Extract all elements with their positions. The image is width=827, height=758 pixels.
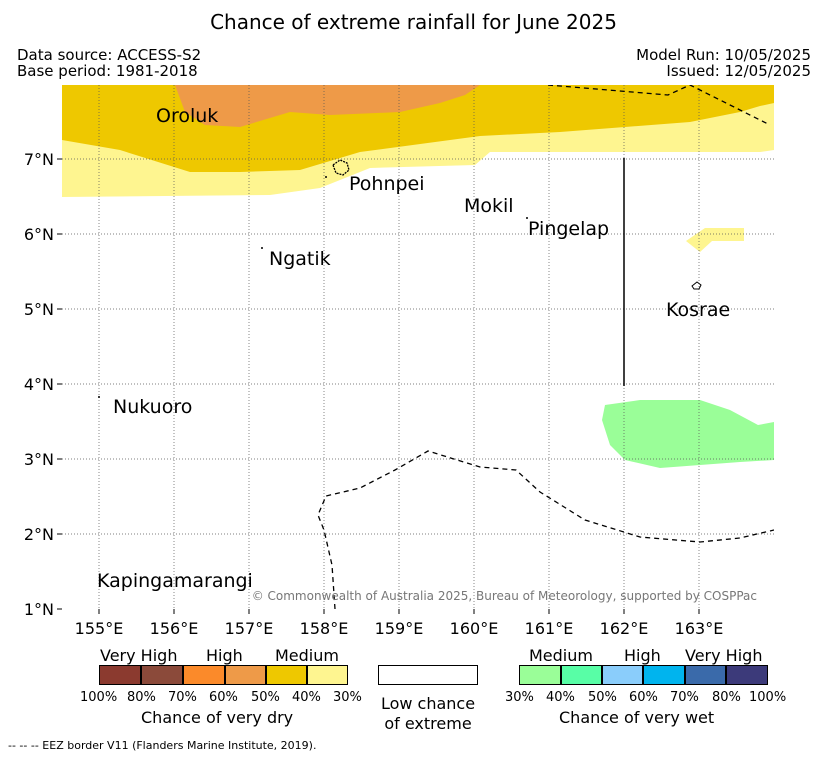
base-period-text: Base period: 1981-2018	[17, 62, 198, 80]
map-plot-area	[62, 85, 774, 609]
wet-swatch-30-40	[519, 665, 561, 685]
wet-tick: 50%	[588, 690, 617, 705]
wet-category-medium: Medium	[529, 646, 593, 665]
wet-tick: 70%	[670, 690, 699, 705]
dry-category-very-high: Very High	[100, 646, 178, 665]
x-tick-label: 155°E	[75, 619, 124, 638]
x-tick-marks	[98, 609, 700, 614]
map-title: Chance of extreme rainfall for June 2025	[210, 10, 617, 34]
x-tick-label: 157°E	[225, 619, 274, 638]
wet-category-high: High	[624, 646, 661, 665]
dry-swatch-70-80	[141, 665, 183, 685]
x-tick-label: 160°E	[450, 619, 499, 638]
wet-swatch-80-100	[726, 665, 768, 685]
x-tick-label: 158°E	[300, 619, 349, 638]
pingelap-island	[526, 217, 528, 219]
dry-category-high: High	[206, 646, 243, 665]
ngatik-island	[261, 247, 263, 249]
wet-legend-title: Chance of very wet	[559, 708, 715, 727]
model-run-text: Model Run: 10/05/2025	[636, 46, 811, 64]
dry-patch-east	[686, 228, 744, 252]
issued-text: Issued: 12/05/2025	[666, 62, 811, 80]
wet-swatch-70-80	[685, 665, 726, 685]
wet-swatch-40-50	[561, 665, 602, 685]
place-label-nukuoro: Nukuoro	[113, 396, 192, 418]
y-tick-label: 5°N	[24, 300, 54, 319]
y-tick-marks	[57, 158, 62, 610]
dry-tick: 80%	[127, 690, 156, 705]
pohnpei-islet	[325, 176, 327, 178]
wet-tick: 60%	[629, 690, 658, 705]
dry-tick: 30%	[333, 690, 362, 705]
y-tick-label: 6°N	[24, 225, 54, 244]
place-label-ngatik: Ngatik	[269, 248, 331, 270]
dry-tick: 70%	[168, 690, 197, 705]
place-label-kosrae: Kosrae	[666, 299, 730, 321]
dry-swatch-40-50	[266, 665, 307, 685]
wet-medium-region	[602, 400, 774, 468]
place-label-kapingamarangi: Kapingamarangi	[97, 570, 253, 592]
latitude-gridlines	[62, 158, 774, 535]
place-label-pohnpei: Pohnpei	[349, 173, 425, 195]
data-source-text: Data source: ACCESS-S2	[17, 46, 202, 64]
kosrae-island	[691, 281, 702, 290]
place-label-mokil: Mokil	[464, 195, 514, 217]
eez-border-note: -- -- -- EEZ border V11 (Flanders Marine…	[8, 739, 317, 752]
copyright-text: © Commonwealth of Australia 2025, Bureau…	[252, 589, 757, 603]
place-label-pingelap: Pingelap	[528, 218, 609, 240]
dry-swatch-80-100	[99, 665, 141, 685]
dry-swatch-60-70	[183, 665, 225, 685]
wet-tick: 80%	[712, 690, 741, 705]
place-label-oroluk: Oroluk	[156, 105, 218, 127]
wet-swatch-60-70	[643, 665, 685, 685]
y-tick-label: 4°N	[24, 375, 54, 394]
low-chance-line2: of extreme	[384, 714, 472, 733]
y-tick-label: 2°N	[24, 525, 54, 544]
dry-tick: 100%	[80, 690, 118, 705]
dry-tick: 60%	[209, 690, 238, 705]
x-tick-label: 159°E	[375, 619, 424, 638]
dry-high-region	[175, 85, 480, 127]
wet-tick: 40%	[546, 690, 575, 705]
wet-tick: 100%	[749, 690, 787, 705]
dry-swatch-30-40	[307, 665, 348, 685]
y-tick-label: 3°N	[24, 450, 54, 469]
dry-legend-title: Chance of very dry	[141, 708, 294, 727]
wet-tick: 30%	[505, 690, 534, 705]
eez-borders	[317, 85, 774, 609]
low-chance-line1: Low chance	[380, 694, 476, 713]
wet-swatch-50-60	[602, 665, 643, 685]
wet-category-very-high: Very High	[685, 646, 763, 665]
x-tick-label: 161°E	[525, 619, 574, 638]
y-tick-label: 7°N	[24, 150, 54, 169]
low-chance-swatch	[378, 665, 478, 685]
dry-category-medium: Medium	[275, 646, 339, 665]
x-tick-label: 163°E	[675, 619, 724, 638]
nukuoro-island	[98, 396, 100, 398]
x-tick-label: 156°E	[150, 619, 199, 638]
dry-tick: 50%	[251, 690, 280, 705]
x-tick-label: 162°E	[600, 619, 649, 638]
dry-swatch-50-60	[225, 665, 266, 685]
dry-tick: 40%	[292, 690, 321, 705]
y-tick-label: 1°N	[24, 600, 54, 619]
